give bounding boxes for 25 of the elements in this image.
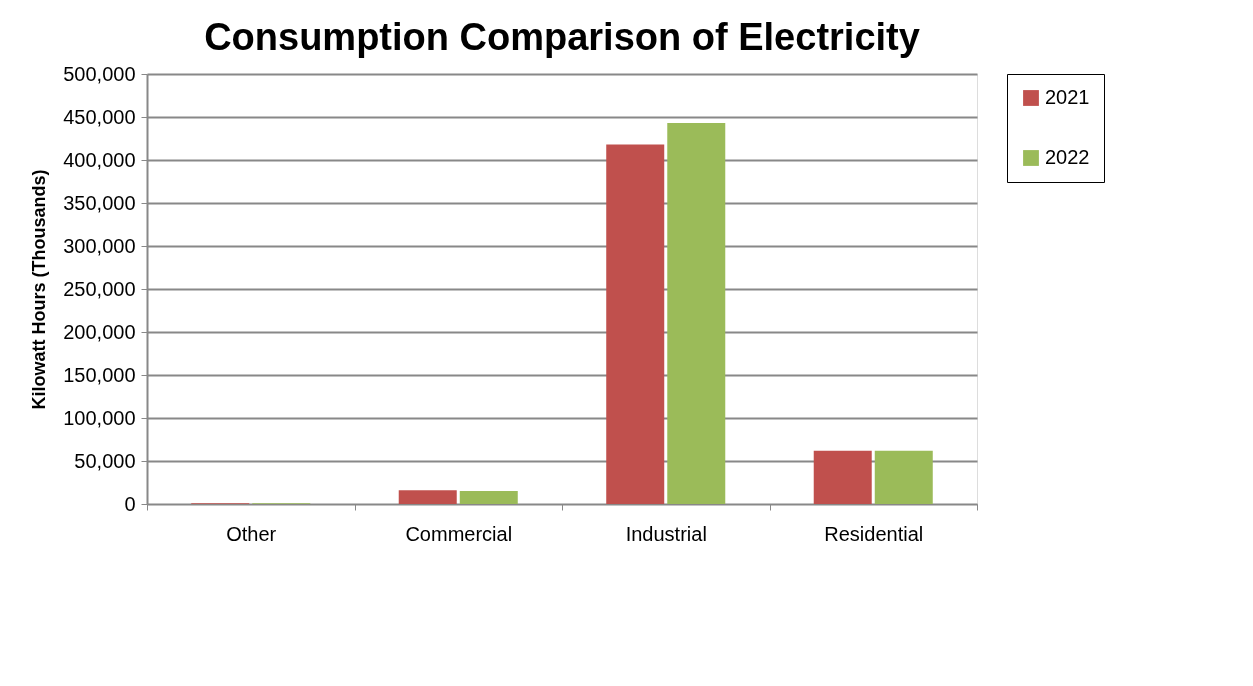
y-axis-title: Kilowatt Hours (Thousands): [29, 169, 50, 410]
x-tick-label: Commercial: [405, 522, 513, 545]
y-tick-label: 500,000: [63, 62, 136, 85]
x-tick-label: Residential: [824, 522, 924, 545]
chart-title: Consumption Comparison of Electricity: [204, 16, 920, 58]
y-tick-label: 300,000: [63, 234, 136, 257]
bar: [874, 450, 933, 504]
y-tick-label: 150,000: [63, 363, 136, 386]
y-tick-label: 100,000: [63, 406, 136, 429]
bar: [667, 123, 726, 504]
bar: [813, 450, 872, 504]
y-tick-label: 50,000: [74, 449, 136, 472]
y-tick-label: 450,000: [63, 105, 136, 128]
bar: [398, 490, 457, 504]
y-tick-label: 200,000: [63, 320, 136, 343]
y-tick-label: 400,000: [63, 148, 136, 171]
bar: [606, 144, 665, 504]
y-tick-label: 250,000: [63, 277, 136, 300]
x-tick-label: Industrial: [625, 522, 707, 545]
y-tick-label: 0: [124, 492, 136, 515]
legend-label: 2021: [1045, 86, 1090, 108]
x-tick-label: Other: [226, 522, 277, 545]
bar: [459, 491, 518, 504]
legend-label: 2022: [1045, 146, 1090, 168]
y-tick-label: 350,000: [63, 191, 136, 214]
